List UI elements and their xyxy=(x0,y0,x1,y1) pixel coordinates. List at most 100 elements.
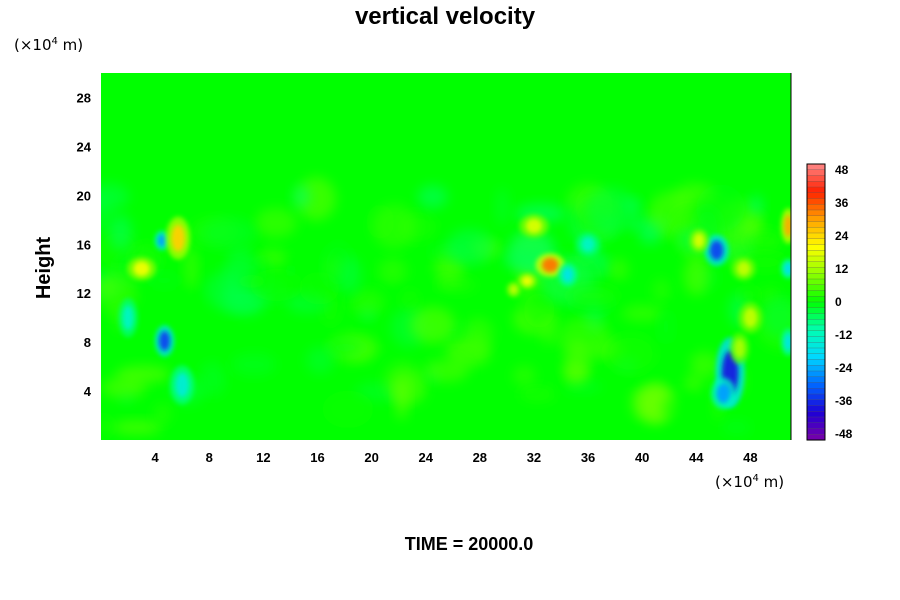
field-patch xyxy=(564,380,604,394)
colorbar-tick-label: -24 xyxy=(835,361,853,375)
field-patch xyxy=(652,278,671,303)
field-feature xyxy=(734,338,746,359)
field-patch xyxy=(231,352,277,377)
field-patch xyxy=(325,339,366,356)
field-patch xyxy=(201,319,230,348)
field-patch xyxy=(605,333,658,375)
x-tick-label: 44 xyxy=(689,450,704,465)
x-axis-ticks: 4 8 12 16 20 24 28 32 36 40 44 48 xyxy=(152,450,758,465)
field-feature xyxy=(784,333,791,351)
colorbar-segment xyxy=(806,353,826,361)
colorbar-segment xyxy=(806,221,826,228)
field-patch xyxy=(284,262,297,279)
field-feature xyxy=(122,305,134,330)
x-tick-label: 28 xyxy=(473,450,487,465)
colorbar-segment xyxy=(806,370,826,378)
colorbar-segment xyxy=(806,359,826,366)
colorbar-segment xyxy=(806,204,826,211)
field-patch xyxy=(746,229,784,254)
colorbar-segment xyxy=(806,405,826,412)
colorbar-segment xyxy=(806,273,826,280)
x-unit-prefix: (×10 xyxy=(715,473,753,491)
field-patch xyxy=(584,187,639,233)
colorbar-segment xyxy=(806,238,826,246)
colorbar-tick-label: 0 xyxy=(835,295,842,309)
colorbar-segment xyxy=(806,284,826,292)
field-feature xyxy=(716,383,731,404)
field-feature xyxy=(159,331,171,351)
field-patch xyxy=(658,309,674,345)
field-patch xyxy=(512,365,536,386)
field-patch xyxy=(446,228,494,266)
colorbar-segment xyxy=(806,324,826,332)
y-tick-label: 4 xyxy=(84,384,92,399)
field-patch xyxy=(293,184,310,209)
field-patch xyxy=(500,410,546,440)
field-patch xyxy=(523,293,555,328)
colorbar-tick-label: 12 xyxy=(835,262,849,276)
chart-title: vertical velocity xyxy=(355,3,536,30)
colorbar-segment xyxy=(806,255,826,263)
colorbar-frame xyxy=(806,163,826,441)
field-patch xyxy=(200,217,257,249)
field-patch xyxy=(148,272,181,289)
colorbar-segment xyxy=(806,434,826,441)
colorbar-segment xyxy=(806,393,826,401)
colorbar-segment xyxy=(806,330,826,338)
colorbar xyxy=(806,163,826,441)
field-feature xyxy=(525,218,543,234)
field-patch xyxy=(184,245,199,290)
x-unit-exponent: 4 xyxy=(753,473,759,484)
field-feature xyxy=(709,240,724,261)
colorbar-segment xyxy=(806,209,826,217)
colorbar-segment xyxy=(806,215,826,223)
y-axis-ticks: 4 8 12 16 20 24 28 xyxy=(77,90,92,399)
field-patch xyxy=(621,305,664,322)
colorbar-segment xyxy=(806,267,826,274)
x-axis-unit: (×104 m) xyxy=(715,473,784,491)
field-patch xyxy=(338,256,362,295)
field-patch xyxy=(349,289,385,316)
field-patch xyxy=(661,394,701,422)
field-patch xyxy=(417,185,448,209)
x-tick-label: 48 xyxy=(743,450,757,465)
colorbar-segment xyxy=(806,365,826,372)
y-tick-label: 20 xyxy=(77,188,91,203)
colorbar-segment xyxy=(806,301,826,309)
y-unit-suffix: m) xyxy=(58,36,83,54)
y-tick-label: 8 xyxy=(84,335,91,350)
colorbar-tick-label: -36 xyxy=(835,394,853,408)
field-patch xyxy=(738,284,759,306)
colorbar-segment xyxy=(806,336,826,343)
x-tick-label: 32 xyxy=(527,450,541,465)
field-features xyxy=(118,208,791,410)
field-patch xyxy=(410,306,456,344)
colorbar-segment xyxy=(806,411,826,418)
field-patch xyxy=(183,300,197,333)
field-feature xyxy=(562,267,574,283)
colorbar-segment xyxy=(806,278,826,286)
x-tick-label: 12 xyxy=(256,450,270,465)
field-patch xyxy=(254,207,297,238)
field-patch xyxy=(721,421,752,434)
colorbar-segment xyxy=(806,382,826,389)
x-tick-label: 24 xyxy=(418,450,433,465)
field-patch xyxy=(747,195,764,217)
field-patch xyxy=(395,375,409,420)
x-tick-label: 40 xyxy=(635,450,649,465)
y-unit-exponent: 4 xyxy=(52,36,58,47)
y-tick-label: 12 xyxy=(77,286,91,301)
field-patch xyxy=(608,258,629,281)
x-unit-suffix: m) xyxy=(759,473,784,491)
field-patch xyxy=(279,312,333,345)
colorbar-segment xyxy=(806,169,826,177)
field-feature xyxy=(521,276,533,286)
field-patch xyxy=(518,385,557,403)
colorbar-segment xyxy=(806,399,826,407)
field-feature xyxy=(736,261,751,277)
colorbar-ticks: 48 36 24 12 0 -12 -24 -36 -48 xyxy=(835,163,853,441)
field-patch xyxy=(111,420,163,435)
field-patch xyxy=(567,286,619,306)
field-patch xyxy=(761,295,791,339)
